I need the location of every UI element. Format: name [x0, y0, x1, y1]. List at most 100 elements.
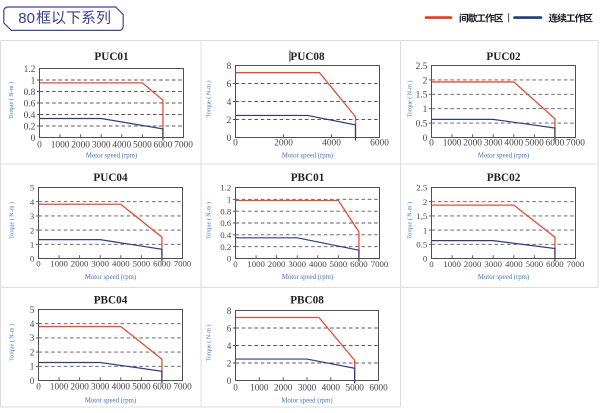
- svg-text:0.2: 0.2: [220, 242, 231, 252]
- svg-text:1000: 1000: [443, 259, 461, 269]
- svg-text:1: 1: [423, 225, 427, 235]
- svg-text:1000: 1000: [247, 259, 265, 269]
- svg-text:6000: 6000: [154, 141, 173, 151]
- svg-text:3000: 3000: [288, 259, 306, 269]
- svg-text:0: 0: [31, 134, 36, 144]
- svg-text:Motor speed (rpm): Motor speed (rpm): [282, 274, 333, 281]
- svg-text:6: 6: [227, 323, 232, 333]
- svg-text:0: 0: [227, 134, 232, 144]
- svg-text:Torque ( N-m ): Torque ( N-m ): [407, 81, 414, 118]
- svg-text:0.4: 0.4: [24, 111, 36, 121]
- svg-text:7000: 7000: [173, 381, 192, 391]
- svg-text:1.2: 1.2: [220, 183, 231, 193]
- svg-text:Torque ( N-m ): Torque ( N-m ): [407, 202, 414, 239]
- svg-text:5000: 5000: [330, 259, 348, 269]
- svg-text:0.4: 0.4: [220, 230, 232, 240]
- svg-text:Torque ( N-m ): Torque ( N-m ): [8, 82, 15, 119]
- svg-text:Motor speed (rpm): Motor speed (rpm): [478, 274, 529, 281]
- svg-text:Torque ( N-m ): Torque ( N-m ): [206, 325, 213, 362]
- svg-text:1.5: 1.5: [416, 91, 428, 101]
- svg-text:0: 0: [227, 254, 232, 264]
- svg-text:2: 2: [30, 225, 34, 235]
- svg-text:4: 4: [227, 98, 232, 108]
- svg-text:0.5: 0.5: [416, 240, 428, 250]
- svg-text:0.8: 0.8: [220, 206, 232, 216]
- svg-text:2.5: 2.5: [416, 183, 428, 193]
- svg-text:0: 0: [233, 139, 238, 149]
- svg-text:4: 4: [30, 197, 35, 207]
- svg-text:8: 8: [227, 62, 232, 72]
- svg-text:PUC01: PUC01: [94, 51, 129, 63]
- svg-text:4000: 4000: [504, 139, 523, 149]
- svg-text:5: 5: [30, 305, 35, 315]
- svg-text:1000: 1000: [51, 141, 70, 151]
- svg-text:0: 0: [30, 376, 35, 386]
- svg-text:3: 3: [30, 211, 35, 221]
- svg-text:Torque ( N-m ): Torque ( N-m ): [9, 324, 16, 361]
- svg-text:3000: 3000: [91, 258, 109, 268]
- svg-text:1000: 1000: [50, 381, 69, 391]
- svg-text:0: 0: [36, 381, 41, 391]
- svg-text:0.5: 0.5: [416, 120, 428, 130]
- svg-text:8: 8: [227, 306, 232, 316]
- svg-text:5000: 5000: [132, 381, 151, 391]
- svg-text:5000: 5000: [526, 259, 544, 269]
- svg-text:1,5: 1,5: [416, 211, 428, 221]
- svg-text:2000: 2000: [274, 383, 293, 393]
- svg-text:4000: 4000: [505, 259, 523, 269]
- svg-text:PBC08: PBC08: [290, 294, 324, 306]
- svg-text:2: 2: [227, 116, 232, 126]
- svg-text:0: 0: [233, 383, 238, 393]
- svg-text:1.2: 1.2: [24, 65, 36, 75]
- svg-text:2.5: 2.5: [416, 62, 428, 72]
- svg-text:0: 0: [30, 254, 35, 264]
- svg-text:3: 3: [30, 333, 35, 343]
- svg-text:1000: 1000: [250, 383, 269, 393]
- svg-text:1: 1: [30, 240, 34, 250]
- svg-text:1000: 1000: [50, 258, 68, 268]
- svg-text:4000: 4000: [112, 381, 131, 391]
- svg-text:Motor speed (rpm): Motor speed (rpm): [85, 397, 136, 404]
- svg-text:6000: 6000: [350, 259, 368, 269]
- svg-text:0: 0: [233, 259, 238, 269]
- svg-text:4: 4: [227, 341, 232, 351]
- svg-text:7000: 7000: [174, 258, 192, 268]
- svg-text:80: 80: [18, 10, 35, 27]
- svg-text:Motor speed (rpm): Motor speed (rpm): [281, 397, 332, 404]
- svg-text:3000: 3000: [91, 381, 110, 391]
- svg-text:0.8: 0.8: [24, 88, 36, 98]
- svg-text:1: 1: [423, 105, 428, 115]
- svg-text:Motor speed (rpm): Motor speed (rpm): [282, 152, 333, 159]
- svg-text:1: 1: [227, 195, 231, 205]
- svg-text:3000: 3000: [298, 383, 317, 393]
- svg-text:7000: 7000: [567, 259, 585, 269]
- svg-text:5000: 5000: [133, 258, 151, 268]
- svg-text:7000: 7000: [174, 141, 193, 151]
- svg-text:0: 0: [37, 141, 42, 151]
- svg-text:0: 0: [423, 254, 428, 264]
- svg-text:2000: 2000: [71, 258, 89, 268]
- svg-text:6000: 6000: [546, 139, 565, 149]
- svg-text:2: 2: [227, 358, 232, 368]
- svg-text:Torque ( N-m ): Torque ( N-m ): [9, 202, 16, 239]
- svg-text:PUC08: PUC08: [290, 51, 325, 63]
- svg-text:7000: 7000: [566, 139, 585, 149]
- svg-text:0.6: 0.6: [220, 218, 232, 228]
- svg-text:2000: 2000: [274, 139, 293, 149]
- svg-text:4000: 4000: [112, 258, 130, 268]
- svg-text:6000: 6000: [370, 139, 389, 149]
- svg-text:6000: 6000: [369, 383, 388, 393]
- svg-text:0: 0: [423, 134, 428, 144]
- svg-text:2000: 2000: [71, 141, 90, 151]
- svg-text:2: 2: [30, 347, 35, 357]
- svg-text:2: 2: [423, 76, 428, 86]
- svg-text:1: 1: [31, 76, 36, 86]
- svg-text:1: 1: [30, 362, 35, 372]
- svg-text:2: 2: [423, 197, 427, 207]
- svg-text:0: 0: [227, 376, 232, 386]
- svg-text:6000: 6000: [153, 381, 172, 391]
- svg-text:1000: 1000: [443, 139, 462, 149]
- svg-text:4000: 4000: [112, 141, 131, 151]
- svg-text:0: 0: [36, 258, 41, 268]
- svg-text:PUC04: PUC04: [93, 172, 128, 184]
